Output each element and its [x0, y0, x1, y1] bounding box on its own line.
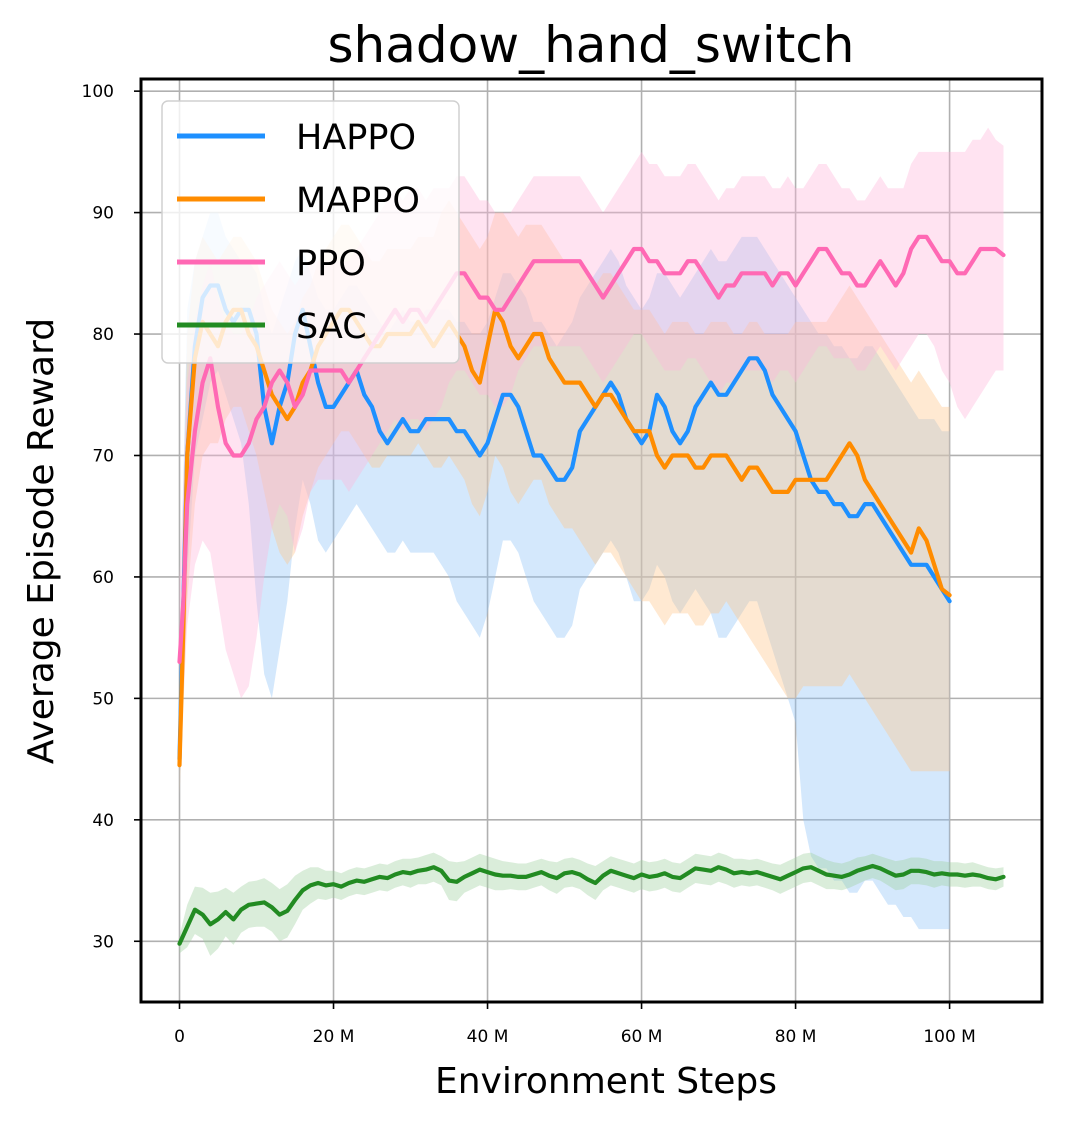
chart-title: shadow_hand_switch: [328, 16, 855, 74]
y-tick-label: 30: [92, 932, 114, 952]
plot-frame: [139, 77, 1044, 1004]
x-axis-label: Environment Steps: [435, 1061, 777, 1102]
y-tick-label: 40: [92, 811, 114, 831]
sac-line: [177, 863, 1006, 946]
legend: HAPPO MAPPO PPO SAC: [161, 100, 460, 364]
x-tick-label: 60 M: [621, 1027, 663, 1047]
x-axis-ticks: 0 20 M 40 M 60 M 80 M 100 M: [174, 1002, 976, 1047]
legend-label: PPO: [296, 244, 366, 284]
y-axis-label: Average Episode Reward: [21, 318, 62, 764]
ppo-line: [177, 234, 1006, 665]
y-tick-label: 100: [82, 82, 114, 102]
happo-confidence-band: [179, 212, 950, 930]
legend-label: HAPPO: [296, 118, 416, 158]
x-tick-label: 100 M: [923, 1027, 976, 1047]
mappo-line: [177, 307, 952, 768]
legend-item-sac: SAC: [177, 307, 367, 347]
x-tick-label: 40 M: [467, 1027, 509, 1047]
y-tick-label: 90: [92, 204, 114, 224]
legend-items: HAPPO MAPPO PPO SAC: [177, 118, 420, 347]
y-tick-label: 80: [92, 325, 114, 345]
x-tick-label: 20 M: [313, 1027, 355, 1047]
x-tick-label: 0: [174, 1027, 185, 1047]
x-tick-label: 80 M: [775, 1027, 817, 1047]
y-tick-label: 60: [92, 568, 114, 588]
y-axis-ticks: 30 40 50 60 70 80 90 100: [82, 82, 141, 952]
legend-label: SAC: [296, 307, 367, 347]
legend-item-happo: HAPPO: [177, 118, 416, 158]
legend-label: MAPPO: [296, 181, 420, 221]
legend-box: [161, 100, 460, 364]
legend-item-ppo: PPO: [177, 244, 366, 284]
y-tick-label: 50: [92, 689, 114, 709]
y-tick-label: 70: [92, 446, 114, 466]
legend-item-mappo: MAPPO: [177, 181, 420, 221]
